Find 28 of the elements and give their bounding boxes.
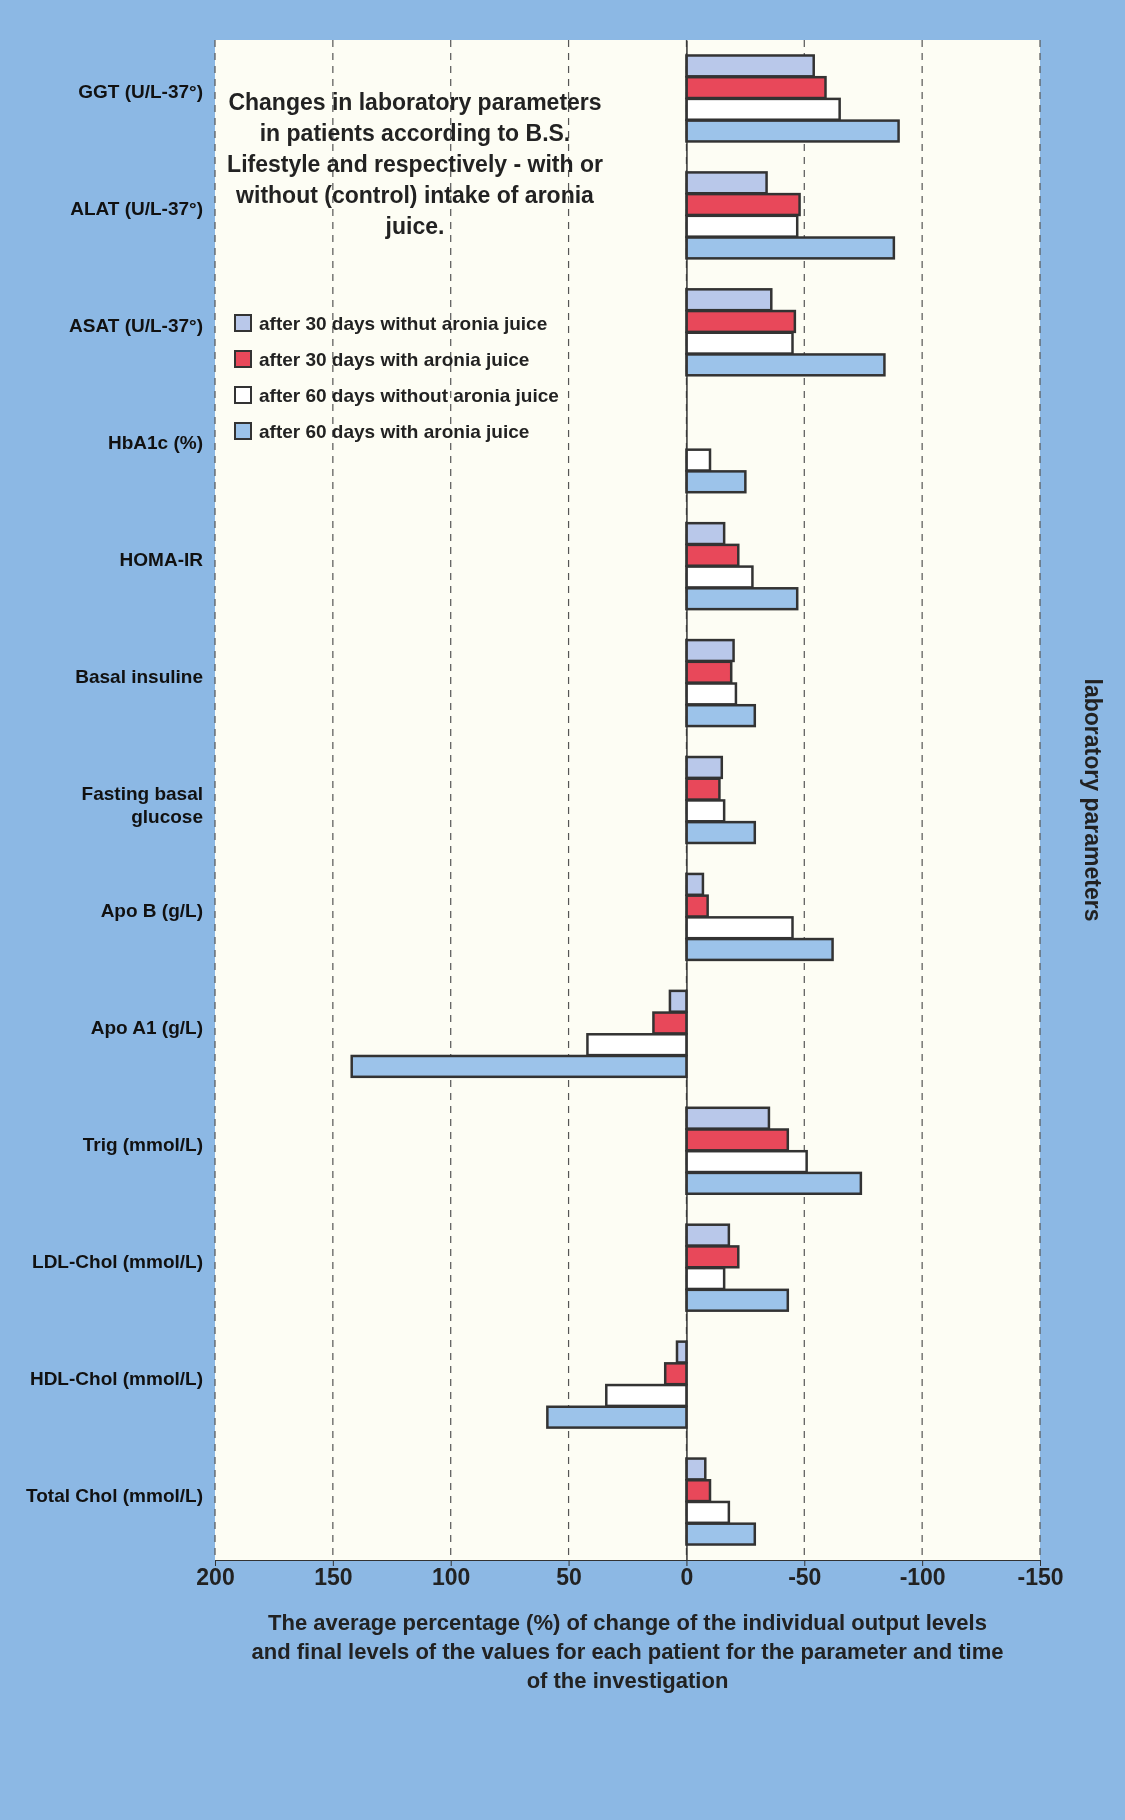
x-tick-label: 200 — [196, 1564, 235, 1591]
x-tick-label: 100 — [432, 1564, 471, 1591]
x-axis-title: The average percentage (%) of change of the individual output levels and final levels of the values for each patient for the parameter and time of the investigation — [251, 1610, 1004, 1693]
y-tick-label: Trig (mmol/L) — [82, 1133, 203, 1155]
y-tick-label: Total Chol (mmol/L) — [26, 1484, 203, 1506]
legend-label: after 60 days without aronia juice — [259, 385, 559, 406]
y-tick-label: HOMA-IR — [119, 549, 204, 571]
legend-label: after 30 days with aronia juice — [259, 349, 530, 370]
y-tick-label: Apo A1 (g/L) — [90, 1016, 203, 1038]
legend-label: after 60 days with aronia juice — [259, 421, 530, 442]
x-tick-label: -100 — [899, 1564, 946, 1591]
x-tick-label: -50 — [788, 1564, 822, 1591]
legend-label: after 30 days withut aronia juice — [259, 313, 548, 334]
y-tick-label: ALAT (U/L-37°) — [70, 198, 203, 220]
x-tick-label: 50 — [556, 1564, 582, 1591]
y-tick-label: GGT (U/L-37°) — [78, 81, 203, 103]
y-tick-label: Fasting basal glucose — [81, 783, 203, 827]
x-tick-label: 0 — [680, 1564, 694, 1591]
x-tick-label: 150 — [314, 1564, 353, 1591]
y-tick-label: HDL-Chol (mmol/L) — [29, 1367, 203, 1389]
text: Changes in laboratory parameters in patients according to B.S. Lifestyle and respectively - with or without (control) intake of aronia juice. — [227, 89, 603, 239]
y-tick-label: ASAT (U/L-37°) — [69, 315, 203, 337]
y-tick-label: HbA1c (%) — [107, 432, 203, 454]
y-tick-label: Apo B (g/L) — [100, 899, 203, 921]
y-tick-label: LDL-Chol (mmol/L) — [32, 1250, 203, 1272]
y-tick-label: Basal insuline — [75, 666, 203, 688]
y-axis-title: laboratory parameters — [1080, 678, 1106, 922]
x-tick-label: -150 — [1017, 1564, 1064, 1591]
